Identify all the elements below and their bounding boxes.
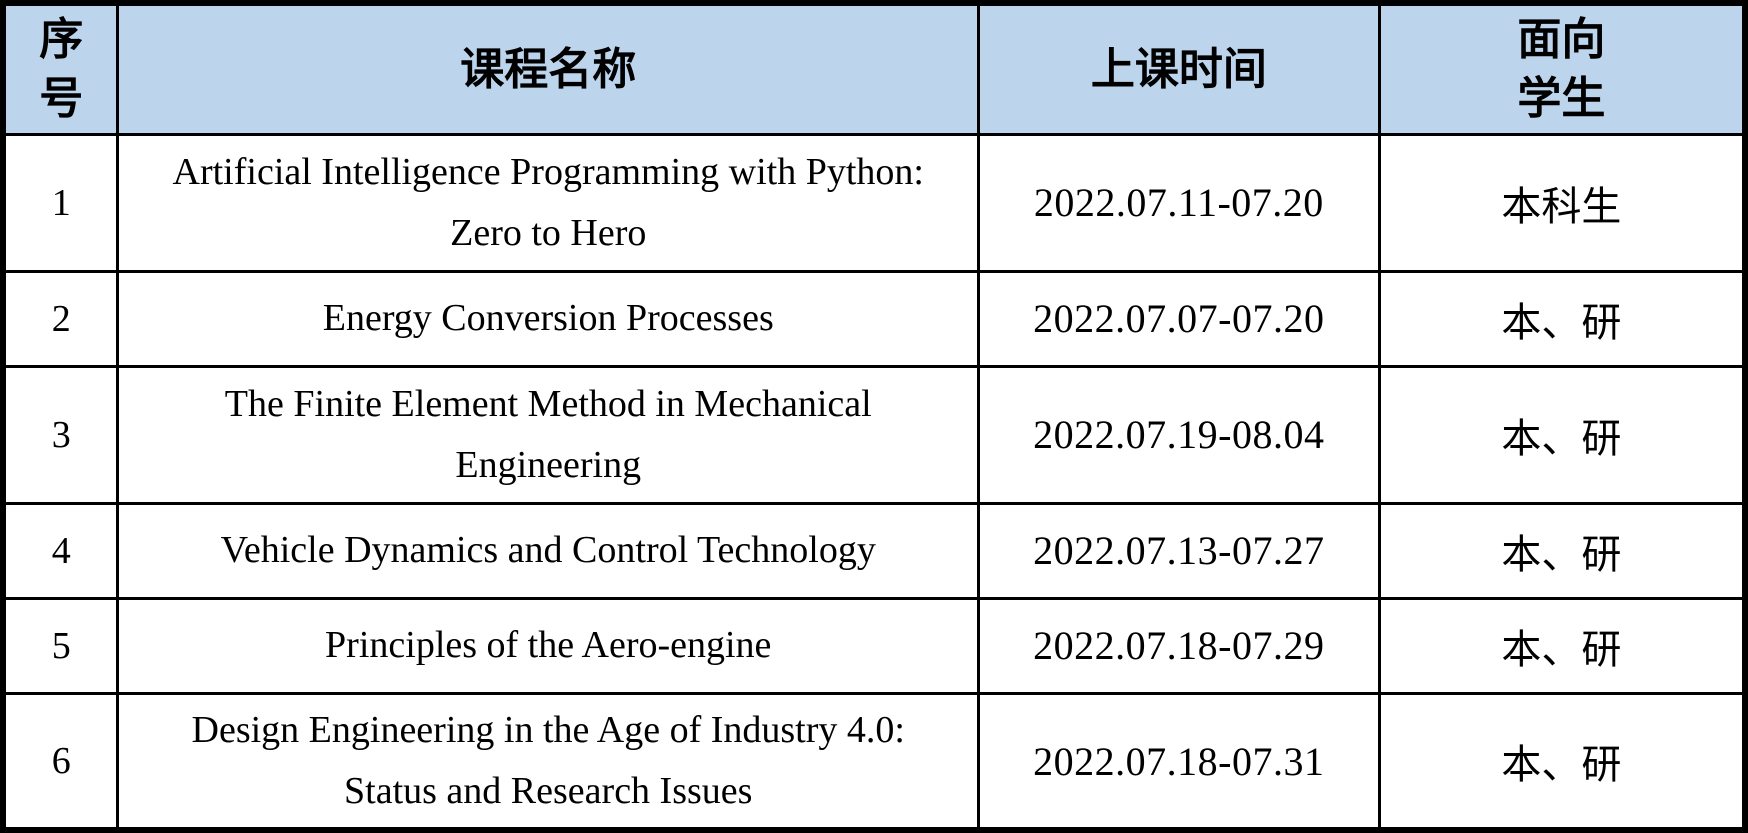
row-number: 4	[1, 501, 120, 600]
target-students: 本、研	[1377, 691, 1747, 832]
target-students: 本、研	[1377, 364, 1747, 505]
row-number: 1	[1, 132, 120, 273]
header-serial-number: 序 号	[1, 1, 120, 136]
header-row: 序 号 课程名称 上课时间 面向 学生	[1, 1, 1747, 136]
course-name: Design Engineering in the Age of Industr…	[116, 691, 981, 832]
class-time: 2022.07.19-08.04	[977, 364, 1381, 505]
class-time: 2022.07.18-07.31	[977, 691, 1381, 832]
row-number: 6	[1, 691, 120, 832]
table-row: 6 Design Engineering in the Age of Indus…	[1, 691, 1747, 832]
course-name: Principles of the Aero-engine	[116, 596, 981, 695]
course-name: Artificial Intelligence Programming with…	[116, 132, 981, 273]
target-students: 本、研	[1377, 596, 1747, 695]
class-time: 2022.07.11-07.20	[977, 132, 1381, 273]
header-target-students: 面向 学生	[1377, 1, 1747, 136]
class-time: 2022.07.18-07.29	[977, 596, 1381, 695]
table-row: 5 Principles of the Aero-engine 2022.07.…	[1, 596, 1747, 695]
table-row: 3 The Finite Element Method in Mechanica…	[1, 364, 1747, 505]
course-name: Energy Conversion Processes	[116, 269, 981, 368]
header-course-name: 课程名称	[116, 1, 981, 136]
row-number: 3	[1, 364, 120, 505]
target-students: 本科生	[1377, 132, 1747, 273]
course-name: Vehicle Dynamics and Control Technology	[116, 501, 981, 600]
row-number: 2	[1, 269, 120, 368]
target-students: 本、研	[1377, 269, 1747, 368]
class-time: 2022.07.07-07.20	[977, 269, 1381, 368]
row-number: 5	[1, 596, 120, 695]
class-time: 2022.07.13-07.27	[977, 501, 1381, 600]
table-row: 4 Vehicle Dynamics and Control Technolog…	[1, 501, 1747, 600]
target-students: 本、研	[1377, 501, 1747, 600]
header-class-time: 上课时间	[977, 1, 1381, 136]
table-row: 2 Energy Conversion Processes 2022.07.07…	[1, 269, 1747, 368]
course-name: The Finite Element Method in Mechanical …	[116, 364, 981, 505]
table-row: 1 Artificial Intelligence Programming wi…	[1, 132, 1747, 273]
